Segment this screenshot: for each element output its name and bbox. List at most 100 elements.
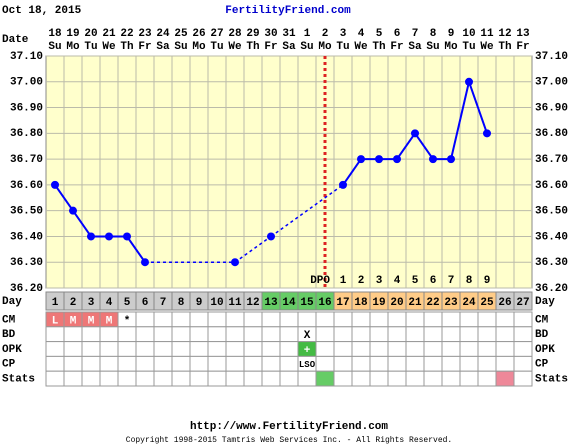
row-value: LSO xyxy=(299,360,316,370)
y-tick-label: 37.00 xyxy=(10,77,43,89)
day-number: 24 xyxy=(462,297,476,309)
temp-point xyxy=(429,155,437,164)
row-cell xyxy=(513,341,533,357)
row-cell xyxy=(207,370,227,387)
row-cell xyxy=(369,370,389,387)
row-cell xyxy=(225,355,245,372)
temp-point xyxy=(69,206,77,215)
row-cell xyxy=(45,355,65,372)
row-cell xyxy=(135,311,155,328)
row-cell xyxy=(279,355,299,372)
y-tick-label: 36.80 xyxy=(10,128,43,140)
day-number: 11 xyxy=(228,297,242,309)
row-cell xyxy=(207,355,227,372)
dpo: 3 xyxy=(376,275,383,287)
row-cell xyxy=(513,326,533,343)
weekday: Mo xyxy=(192,41,206,53)
row-cell xyxy=(315,326,335,343)
row-cell xyxy=(333,370,353,387)
row-cell xyxy=(477,355,497,372)
dpo: 8 xyxy=(466,275,473,287)
weekday: Mo xyxy=(444,41,458,53)
row-cell xyxy=(261,370,281,387)
day-number: 20 xyxy=(390,297,403,309)
row-cell xyxy=(243,370,263,387)
weekday: We xyxy=(102,41,116,53)
row-cell xyxy=(495,326,515,343)
date: 8 xyxy=(430,28,437,40)
weekday: Su xyxy=(48,41,61,53)
row-cell xyxy=(63,370,83,387)
row-value: + xyxy=(304,345,311,357)
date: 1 xyxy=(304,28,311,40)
temp-point xyxy=(231,258,239,267)
row-value: M xyxy=(106,315,113,327)
dpo: 6 xyxy=(430,275,437,287)
weekday: Fr xyxy=(264,41,277,53)
weekday: Tu xyxy=(210,41,223,53)
day-number: 8 xyxy=(178,297,185,309)
row-cell xyxy=(171,341,191,357)
row-cell xyxy=(477,311,497,328)
y-tick-label-right: 36.90 xyxy=(535,102,568,114)
date: 13 xyxy=(516,28,530,40)
day-label-right: Day xyxy=(535,296,555,308)
row-cell xyxy=(279,326,299,343)
date: 9 xyxy=(448,28,455,40)
day-number: 14 xyxy=(282,297,296,309)
row-cell xyxy=(351,326,371,343)
temp-point xyxy=(339,180,347,189)
dpo: 7 xyxy=(448,275,455,287)
row-cell xyxy=(153,370,173,387)
weekday: Fr xyxy=(390,41,403,53)
weekday: We xyxy=(480,41,494,53)
dpo: 9 xyxy=(484,275,491,287)
y-tick-label-right: 36.50 xyxy=(535,206,568,218)
row-cell xyxy=(117,370,137,387)
row-cell xyxy=(495,311,515,328)
row-label-right: CM xyxy=(535,314,549,326)
weekday: Mo xyxy=(66,41,80,53)
temp-line xyxy=(450,81,470,160)
date: 7 xyxy=(412,28,419,40)
row-label-right: OPK xyxy=(535,344,555,356)
row-cell xyxy=(243,341,263,357)
row-cell xyxy=(423,326,443,343)
temp-point xyxy=(51,180,59,189)
row-cell xyxy=(261,326,281,343)
date: 11 xyxy=(480,28,494,40)
row-cell xyxy=(441,311,461,328)
site-title: FertilityFriend.com xyxy=(225,5,351,17)
row-cell xyxy=(99,355,119,372)
row-value: * xyxy=(124,315,131,327)
dpo: 4 xyxy=(394,275,401,287)
row-cell xyxy=(189,370,209,387)
row-cell xyxy=(117,355,137,372)
row-cell xyxy=(81,341,101,357)
row-cell xyxy=(171,355,191,372)
row-label: Stats xyxy=(2,374,35,386)
weekday: Sa xyxy=(156,41,170,53)
row-value: X xyxy=(304,330,311,342)
row-label-right: CP xyxy=(535,359,549,371)
day-number: 16 xyxy=(318,297,331,309)
temp-point xyxy=(447,155,455,164)
row-cell xyxy=(315,355,335,372)
row-cell xyxy=(45,370,65,387)
plot-area xyxy=(45,55,533,289)
temp-line xyxy=(234,235,272,263)
day-number: 1 xyxy=(52,297,59,309)
temp-point xyxy=(267,232,275,241)
temp-line xyxy=(414,132,434,160)
weekday: Su xyxy=(300,41,313,53)
dpo: 2 xyxy=(358,275,365,287)
temp-point xyxy=(375,155,383,164)
row-label-right: Stats xyxy=(535,374,568,386)
temp-line xyxy=(396,132,416,160)
row-cell xyxy=(261,311,281,328)
day-number: 10 xyxy=(210,297,223,309)
row-cell xyxy=(261,341,281,357)
row-cell xyxy=(171,326,191,343)
date-label: Date xyxy=(2,34,29,46)
